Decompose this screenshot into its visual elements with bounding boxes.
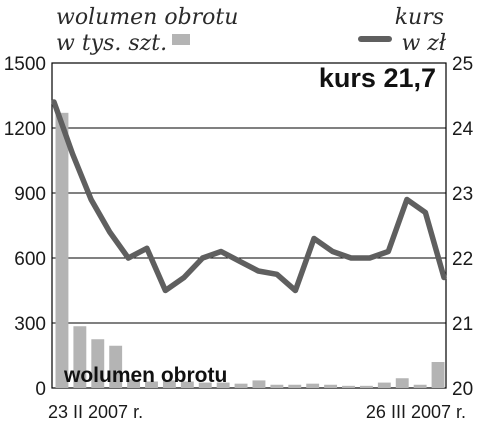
volume-bar: [252, 380, 266, 388]
right-tick-label: 22: [452, 249, 473, 270]
headline-price: kurs 21,7: [319, 63, 436, 93]
volume-bar: [145, 381, 158, 388]
legend-price-line1: kurs: [395, 5, 444, 30]
volume-bar: [431, 362, 445, 388]
price-line: [51, 99, 447, 294]
x-label-start: 23 II 2007 r.: [48, 402, 143, 422]
right-axis: 25 24 23 22 21 20: [452, 54, 474, 400]
left-tick-label: 300: [14, 314, 46, 335]
volume-bar: [395, 378, 409, 388]
legend-price-line2: w zł: [401, 31, 446, 56]
right-tick-label: 24: [452, 119, 474, 140]
legend-volume-swatch: [172, 34, 190, 45]
volume-bar: [198, 382, 212, 388]
plot-frame: [51, 62, 447, 389]
left-tick-label: 600: [14, 249, 46, 270]
volume-bar: [73, 326, 87, 388]
x-label-end: 26 III 2007 r.: [366, 402, 466, 422]
left-tick-label: 900: [14, 184, 46, 205]
price-series-line: [51, 99, 447, 294]
volume-bar: [91, 339, 105, 388]
grid-lines: [52, 127, 446, 324]
right-tick-label: 21: [452, 314, 473, 335]
volume-bar: [306, 383, 320, 388]
inner-volume-label: wolumen obrotu: [63, 364, 227, 387]
volume-bar: [324, 384, 338, 388]
volume-bar: [342, 385, 355, 388]
volume-bar: [216, 382, 230, 388]
volume-bar: [180, 381, 194, 388]
volume-bars: [55, 112, 445, 388]
left-axis: 1500 1200 900 600 300 0: [4, 54, 46, 400]
volume-bar: [377, 382, 391, 388]
volume-bar: [127, 379, 141, 388]
left-tick-label: 0: [35, 379, 46, 400]
left-tick-label: 1200: [4, 119, 46, 140]
volume-bar: [270, 384, 284, 388]
left-tick-label: 1500: [4, 54, 46, 75]
legend-volume-line1: wolumen obrotu: [56, 5, 238, 30]
volume-bar: [109, 345, 123, 388]
volume-bar: [359, 385, 373, 388]
right-tick-label: 20: [452, 379, 473, 400]
legend-volume-line2: w tys. szt.: [56, 31, 167, 56]
volume-bar: [413, 384, 427, 388]
volume-bar: [234, 383, 248, 388]
right-tick-label: 25: [452, 54, 473, 75]
volume-bar: [288, 384, 302, 388]
volume-bar: [162, 380, 176, 388]
volume-bar: [55, 112, 69, 388]
right-tick-label: 23: [452, 184, 473, 205]
